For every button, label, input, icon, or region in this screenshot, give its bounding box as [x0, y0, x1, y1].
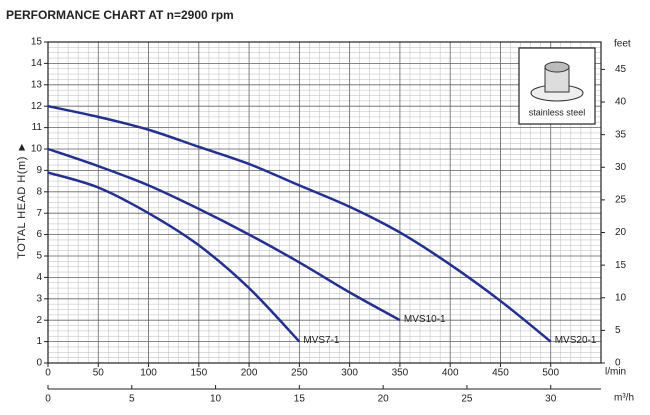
y-tick-label: 0 — [36, 358, 42, 369]
pump-top — [544, 61, 570, 73]
y-tick-label: 15 — [31, 37, 43, 48]
y-tick-label: 7 — [36, 208, 42, 219]
y-tick-label: 2 — [36, 315, 42, 326]
x-tick-label: 200 — [241, 368, 258, 379]
y2-tick-label: 30 — [615, 162, 627, 173]
y-tick-label: 13 — [31, 79, 43, 90]
series-label: MVS10-1 — [404, 314, 446, 325]
x2-tick-label: 25 — [461, 394, 473, 405]
y-tick-label: 1 — [36, 336, 42, 347]
y2-tick-label: 0 — [615, 358, 621, 369]
x-tick-label: 250 — [291, 368, 308, 379]
y2-tick-label: 10 — [615, 292, 627, 303]
series-label: MVS7-1 — [303, 335, 340, 346]
x-tick-label: 50 — [93, 368, 105, 379]
series-line — [47, 171, 301, 343]
y-tick-label: 14 — [31, 58, 43, 69]
x-tick-label: 350 — [392, 368, 409, 379]
y-tick-label: 4 — [36, 272, 42, 283]
x-tick-label: 0 — [45, 368, 51, 379]
x-tick-label: 100 — [140, 368, 157, 379]
x-axis-label: l/min — [605, 367, 626, 378]
y-tick-label: 10 — [31, 144, 43, 155]
x-tick-label: 450 — [492, 368, 509, 379]
inset-label: stainless steel — [529, 107, 586, 117]
x2-tick-label: 0 — [45, 394, 51, 405]
y-tick-label: 5 — [36, 251, 42, 262]
y-axis-label: TOTAL HEAD H(m) ► — [16, 141, 28, 259]
x-tick-label: 150 — [190, 368, 207, 379]
y-tick-label: 6 — [36, 229, 42, 240]
y2-tick-label: 15 — [615, 260, 627, 271]
y-tick-label: 9 — [36, 165, 42, 176]
y-tick-label: 8 — [36, 186, 42, 197]
series-line — [47, 147, 401, 322]
x2-axis-label: m³/h — [614, 393, 634, 404]
x-tick-label: 500 — [542, 368, 559, 379]
inset: stainless steel — [518, 47, 596, 125]
y-tick-label: 11 — [32, 122, 43, 133]
y2-tick-label: 25 — [615, 195, 627, 206]
y2-tick-label: 40 — [615, 97, 627, 108]
x2-tick-label: 5 — [129, 394, 135, 405]
y2-tick-label: 45 — [615, 64, 627, 75]
x2-tick-label: 10 — [210, 394, 222, 405]
series-line — [47, 104, 552, 343]
x2-tick-label: 20 — [378, 394, 390, 405]
y2-axis-label: feet — [614, 39, 631, 50]
x-tick-label: 300 — [341, 368, 358, 379]
x-tick-label: 400 — [442, 368, 459, 379]
y2-tick-label: 5 — [615, 325, 621, 336]
x2-tick-label: 15 — [294, 394, 306, 405]
x2-tick-label: 30 — [545, 394, 557, 405]
y-tick-label: 12 — [31, 101, 43, 112]
y2-tick-label: 20 — [615, 227, 627, 238]
y2-tick-label: 35 — [615, 129, 627, 140]
series-label: MVS20-1 — [555, 335, 597, 346]
y-tick-label: 3 — [36, 293, 42, 304]
plot-frame — [47, 41, 602, 364]
chart-title: PERFORMANCE CHART AT n=2900 rpm — [6, 8, 234, 22]
